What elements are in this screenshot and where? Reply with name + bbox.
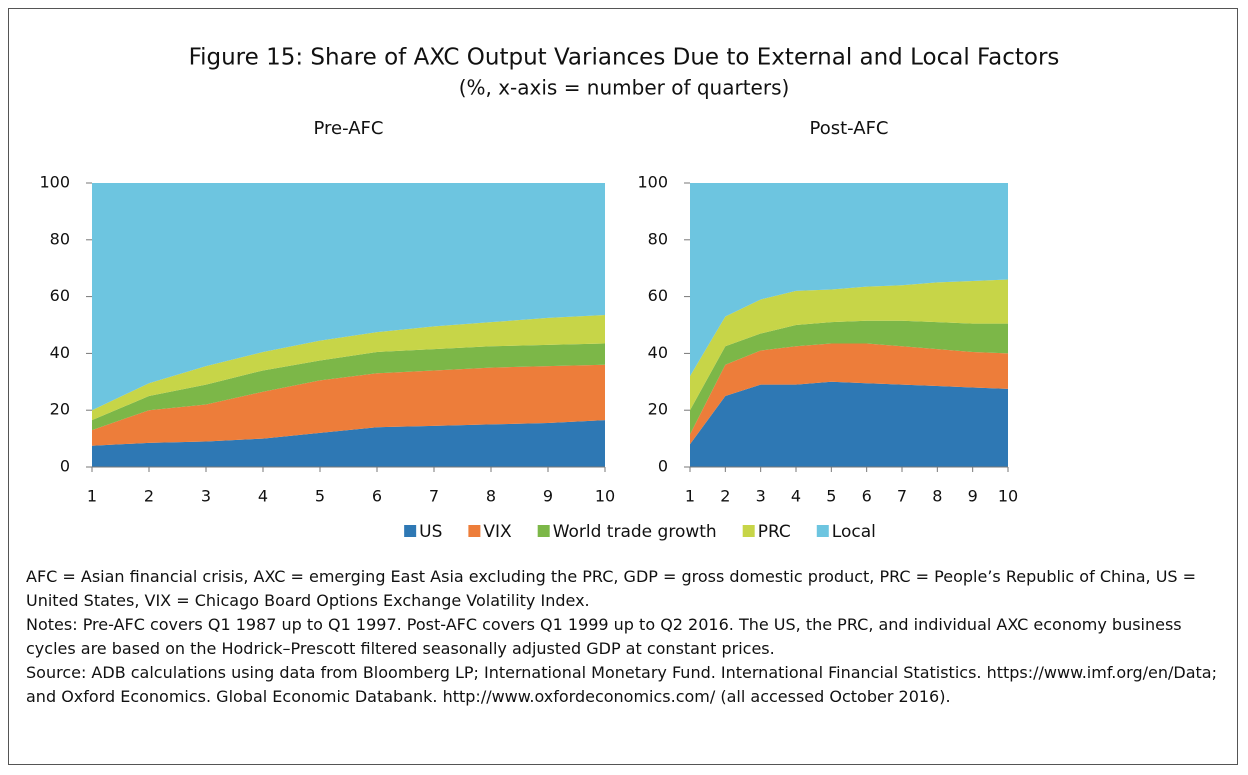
area: PRC (690, 279, 1008, 411)
x-tick-label: 8 (932, 487, 942, 506)
y-tick-label: 20 (648, 400, 668, 419)
area (92, 315, 605, 421)
x-tick-label: 5 (315, 487, 325, 506)
x-tick-label: 9 (968, 487, 978, 506)
y-tick-label: 60 (50, 286, 70, 305)
x-tick-label: 4 (258, 487, 268, 506)
y-tick-label: 100 (39, 173, 70, 192)
area: World trade growth (690, 320, 1008, 435)
x-tick-label: 1 (685, 487, 695, 506)
y-tick-label: 40 (50, 343, 70, 362)
area (92, 343, 605, 431)
legend-swatch (404, 525, 417, 537)
y-tick-label: 40 (648, 343, 668, 362)
legend-label: US (419, 522, 442, 542)
legend-swatch (468, 525, 481, 537)
area (92, 364, 605, 446)
notes: AFC = Asian financial crisis, AXC = emer… (26, 565, 1226, 709)
x-tick-label: 2 (720, 487, 730, 506)
x-tick-label: 4 (791, 487, 801, 506)
source: Source: ADB calculations using data from… (26, 663, 1217, 706)
note: Notes: Pre-AFC covers Q1 1987 up to Q1 1… (26, 615, 1182, 658)
area (92, 420, 605, 467)
y-tick-label: 80 (648, 229, 668, 248)
x-tick-label: 7 (897, 487, 907, 506)
x-tick-label: 2 (144, 487, 154, 506)
y-tick-label: 100 (637, 173, 668, 192)
area: VIX (690, 343, 1008, 445)
y-tick-label: 20 (50, 400, 70, 419)
figure-title: Figure 15: Share of AXC Output Variances… (189, 45, 1060, 71)
x-tick-label: 3 (201, 487, 211, 506)
chart-title: Pre-AFC (314, 118, 384, 139)
x-tick-label: 6 (862, 487, 872, 506)
chart: Figure 15: Share of AXC Output Variances… (39, 45, 1060, 543)
y-tick-label: 80 (50, 229, 70, 248)
chart-title: Post-AFC (810, 118, 889, 139)
y-tick-label: 0 (60, 457, 70, 476)
x-tick-label: 10 (595, 487, 615, 506)
y-tick-label: 0 (658, 457, 668, 476)
legend-label: VIX (483, 522, 512, 542)
legend-label: Local (832, 522, 876, 542)
area: Local (690, 183, 1008, 377)
x-tick-label: 7 (429, 487, 439, 506)
legend-label: World trade growth (553, 522, 717, 542)
x-tick-label: 10 (998, 487, 1018, 506)
legend-swatch (816, 525, 829, 537)
legend-label: PRC (758, 522, 791, 542)
x-tick-label: 8 (486, 487, 496, 506)
x-tick-label: 3 (756, 487, 766, 506)
area (92, 183, 605, 411)
x-tick-label: 5 (826, 487, 836, 506)
frame (8, 8, 1238, 765)
area: US (690, 381, 1008, 467)
abbreviations: AFC = Asian financial crisis, AXC = emer… (26, 567, 1197, 610)
legend-swatch (537, 525, 550, 537)
legend: US VIX World trade growth PRC Local (404, 522, 876, 542)
figure-subtitle: (%, x-axis = number of quarters) (459, 76, 790, 100)
x-tick-label: 1 (87, 487, 97, 506)
x-tick-label: 6 (372, 487, 382, 506)
y-tick-label: 60 (648, 286, 668, 305)
legend-swatch (742, 525, 755, 537)
x-tick-label: 9 (543, 487, 553, 506)
